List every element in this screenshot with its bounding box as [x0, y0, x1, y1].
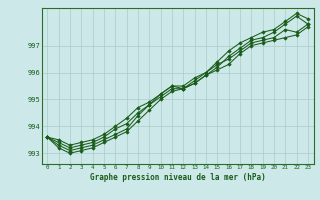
X-axis label: Graphe pression niveau de la mer (hPa): Graphe pression niveau de la mer (hPa)	[90, 173, 266, 182]
